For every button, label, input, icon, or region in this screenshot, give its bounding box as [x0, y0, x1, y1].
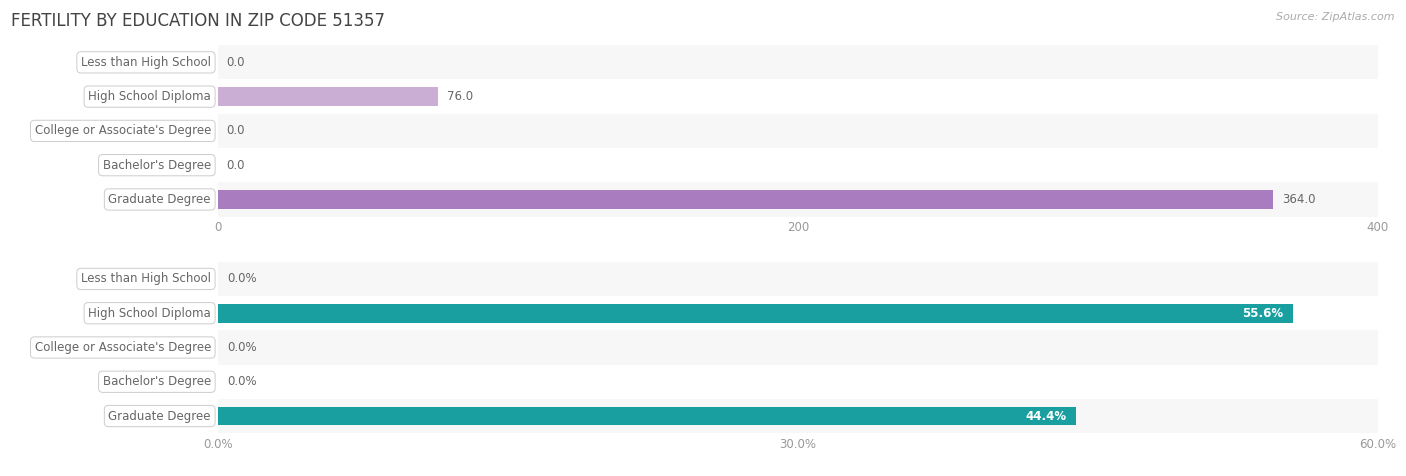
- Text: Bachelor's Degree: Bachelor's Degree: [103, 159, 211, 172]
- Text: 0.0: 0.0: [226, 56, 245, 69]
- Text: Less than High School: Less than High School: [82, 56, 211, 69]
- Text: 0.0: 0.0: [226, 159, 245, 172]
- Text: 76.0: 76.0: [447, 90, 474, 103]
- Bar: [218, 296, 1378, 330]
- Text: Source: ZipAtlas.com: Source: ZipAtlas.com: [1277, 12, 1395, 22]
- Text: Less than High School: Less than High School: [82, 272, 211, 286]
- Bar: [218, 330, 1378, 365]
- Text: 55.6%: 55.6%: [1241, 307, 1284, 320]
- Bar: [218, 87, 439, 106]
- Text: 0.0: 0.0: [226, 124, 245, 138]
- Text: High School Diploma: High School Diploma: [89, 90, 211, 103]
- Text: Graduate Degree: Graduate Degree: [108, 409, 211, 423]
- Text: 364.0: 364.0: [1282, 193, 1316, 206]
- Text: 44.4%: 44.4%: [1025, 409, 1067, 423]
- Text: College or Associate's Degree: College or Associate's Degree: [35, 124, 211, 138]
- Bar: [218, 365, 1378, 399]
- Text: 0.0%: 0.0%: [228, 375, 257, 388]
- Text: High School Diploma: High School Diploma: [89, 307, 211, 320]
- Text: Bachelor's Degree: Bachelor's Degree: [103, 375, 211, 388]
- Bar: [218, 407, 1077, 426]
- Bar: [218, 148, 1378, 182]
- Text: 0.0%: 0.0%: [228, 272, 257, 286]
- Bar: [218, 182, 1378, 217]
- Bar: [218, 190, 1274, 209]
- Bar: [218, 79, 1378, 114]
- Bar: [218, 304, 1292, 323]
- Text: Graduate Degree: Graduate Degree: [108, 193, 211, 206]
- Text: College or Associate's Degree: College or Associate's Degree: [35, 341, 211, 354]
- Text: FERTILITY BY EDUCATION IN ZIP CODE 51357: FERTILITY BY EDUCATION IN ZIP CODE 51357: [11, 12, 385, 30]
- Text: 0.0%: 0.0%: [228, 341, 257, 354]
- Bar: [218, 262, 1378, 296]
- Bar: [218, 399, 1378, 433]
- Bar: [218, 114, 1378, 148]
- Bar: [218, 45, 1378, 79]
